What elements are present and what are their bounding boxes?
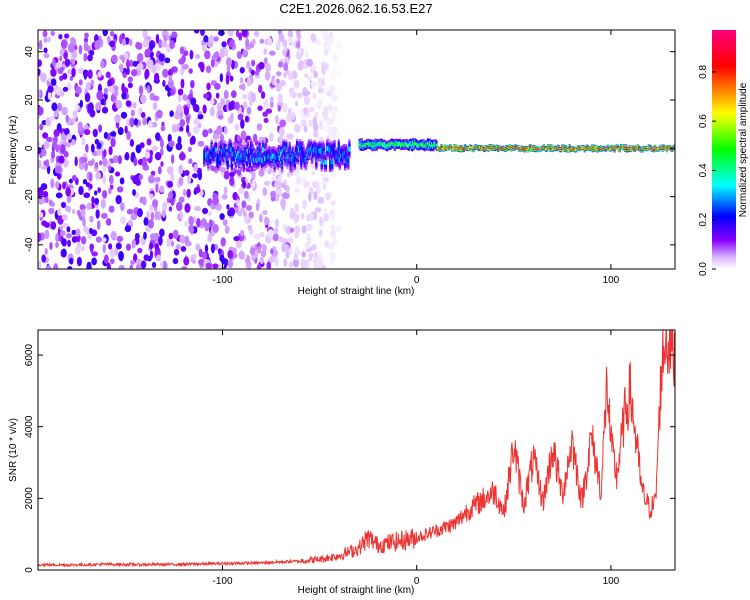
colorbar-tick-label: 0.0 xyxy=(698,262,709,276)
heatmap-region-2 xyxy=(358,138,438,152)
heatmap-ytick-label: -20 xyxy=(24,189,35,204)
heatmap-xtick-label: -100 xyxy=(212,275,232,286)
heatmap-xlabel: Height of straight line (km) xyxy=(298,286,415,297)
heatmap-frame xyxy=(37,29,676,270)
colorbar-tick-label: 0.4 xyxy=(698,163,709,177)
snr-xtick-label: 0 xyxy=(414,576,420,587)
colorbar-ticks: 0.0 0.2 0.4 0.6 0.8 xyxy=(698,64,716,276)
heatmap-ytick-label: 20 xyxy=(24,94,35,106)
snr-ytick-label: 2000 xyxy=(24,487,35,510)
heatmap-marks xyxy=(38,30,675,269)
colorbar-tick-label: 0.8 xyxy=(698,64,709,78)
colorbar-tick-label: 0.2 xyxy=(698,212,709,226)
heatmap-region-0 xyxy=(38,30,342,269)
snr-xtick-label: -100 xyxy=(212,576,232,587)
heatmap-region-1 xyxy=(203,138,351,173)
snr-ytick-label: 6000 xyxy=(24,344,35,367)
heatmap-panel: -100 0 100 -40 -20 0 20 40 Height of straight l… xyxy=(8,29,676,297)
heatmap-ticks: -100 0 100 -40 -20 0 20 40 xyxy=(24,30,675,286)
heatmap-xtick-label: 100 xyxy=(603,275,620,286)
snr-frame xyxy=(37,329,676,571)
snr-ytick-label: 0 xyxy=(24,567,35,573)
snr-xtick-label: 100 xyxy=(603,576,620,587)
heatmap-ytick-label: -40 xyxy=(24,237,35,252)
heatmap-ytick-label: 0 xyxy=(24,145,35,151)
snr-xlabel: Height of straight line (km) xyxy=(298,585,415,596)
colorbar: 0.0 0.2 0.4 0.6 0.8 Normalized spectral ampl… xyxy=(698,30,749,276)
figure-title: C2E1.2026.062.16.53.E27 xyxy=(279,1,432,16)
colorbar-label: Normalized spectral amplitude xyxy=(738,82,749,217)
snr-series-line xyxy=(38,330,675,568)
heatmap-ytick-label: 40 xyxy=(24,46,35,58)
colorbar-gradient xyxy=(712,30,736,269)
heatmap-region-3 xyxy=(436,144,675,153)
snr-ytick-label: 4000 xyxy=(24,415,35,438)
heatmap-ylabel: Frequency (Hz) xyxy=(8,116,19,185)
snr-ylabel: SNR (10 * v/v) xyxy=(8,418,19,482)
heatmap-xtick-label: 0 xyxy=(414,275,420,286)
colorbar-tick-label: 0.6 xyxy=(698,114,709,128)
